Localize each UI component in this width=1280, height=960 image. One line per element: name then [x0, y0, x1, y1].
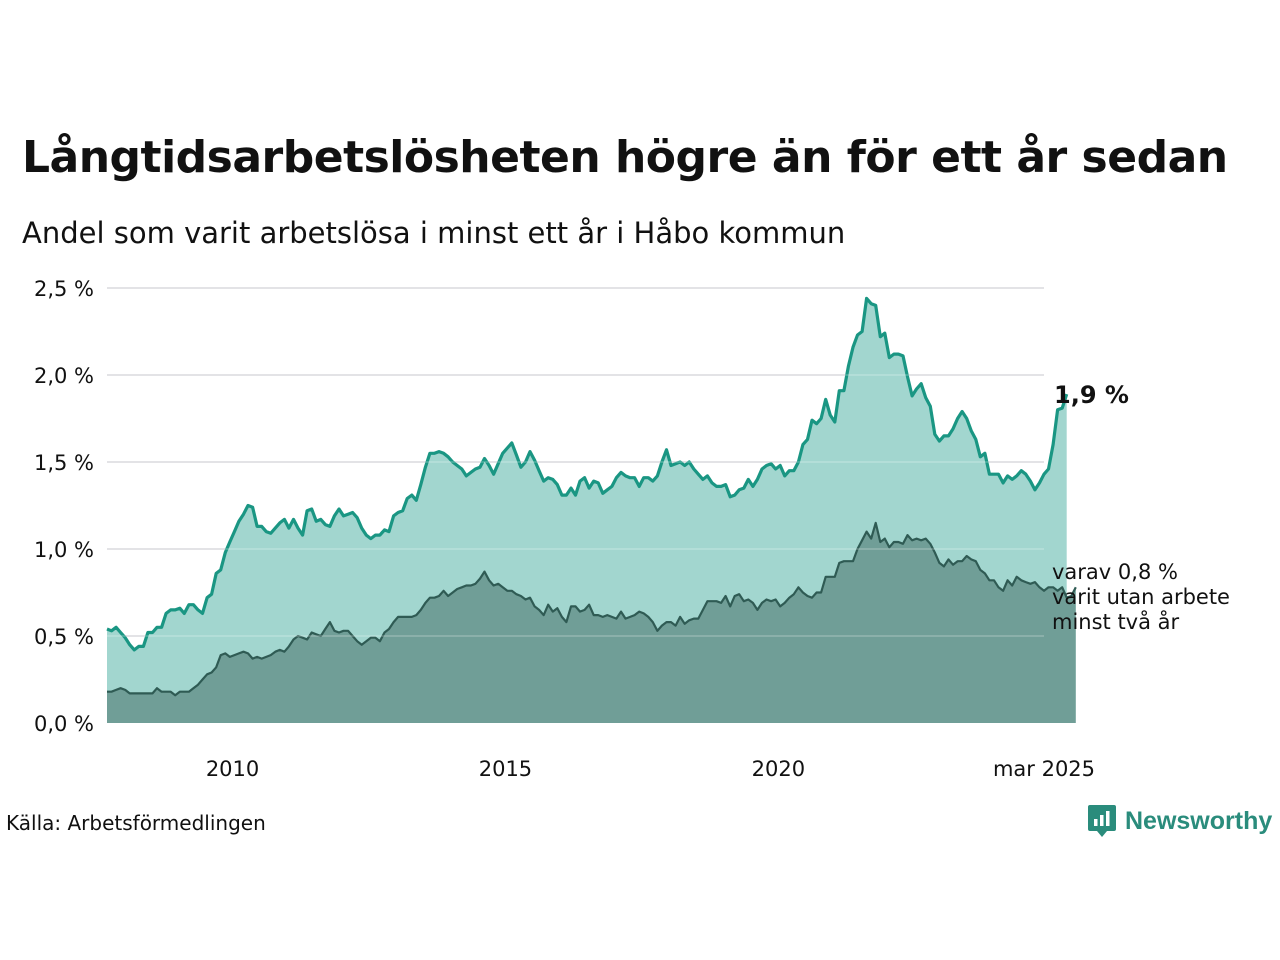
series-2-area	[107, 522, 1076, 723]
x-tick-label: 2015	[479, 757, 532, 781]
series-2-end-label-line: minst två år	[1052, 609, 1180, 634]
series-2-end-label-line: varit utan arbete	[1052, 585, 1230, 609]
x-tick-label: 2020	[752, 757, 805, 781]
series-2-end-label-line: varav 0,8 %	[1052, 560, 1178, 584]
source-note: Källa: Arbetsförmedlingen	[6, 811, 266, 835]
chart-areas	[106, 287, 1077, 723]
series-1-line	[106, 296, 1069, 652]
series-2-line	[107, 521, 1077, 697]
x-axis-ticks: 2010 2015 2020 mar 2025	[206, 757, 1095, 781]
x-tick-label: 2010	[206, 757, 259, 781]
brand-name: Newsworthy	[1125, 806, 1273, 835]
brand-logo: Newsworthy	[1087, 803, 1272, 839]
y-tick-label: 1,0 %	[34, 538, 94, 562]
newsworthy-logo-icon	[1088, 805, 1116, 837]
series-2-end-label: varav 0,8 % varit utan arbete minst två år	[1052, 560, 1230, 634]
x-tick-label: mar 2025	[993, 757, 1095, 781]
series-1-end-label: 1,9 %	[1054, 381, 1129, 409]
y-tick-label: 0,0 %	[34, 712, 94, 736]
y-tick-label: 1,5 %	[34, 451, 94, 475]
y-tick-label: 0,5 %	[34, 625, 94, 649]
y-axis-ticks: 0,0 % 0,5 % 1,0 % 1,5 % 2,0 % 2,5 %	[34, 277, 94, 736]
y-tick-label: 2,5 %	[34, 277, 94, 301]
chart-title: Långtidsarbetslösheten högre än för ett …	[22, 132, 1228, 183]
y-tick-label: 2,0 %	[34, 364, 94, 388]
end-labels: 1,9 % varav 0,8 % varit utan arbete minst t…	[1052, 381, 1230, 634]
chart-subtitle: Andel som varit arbetslösa i minst ett å…	[22, 216, 846, 250]
